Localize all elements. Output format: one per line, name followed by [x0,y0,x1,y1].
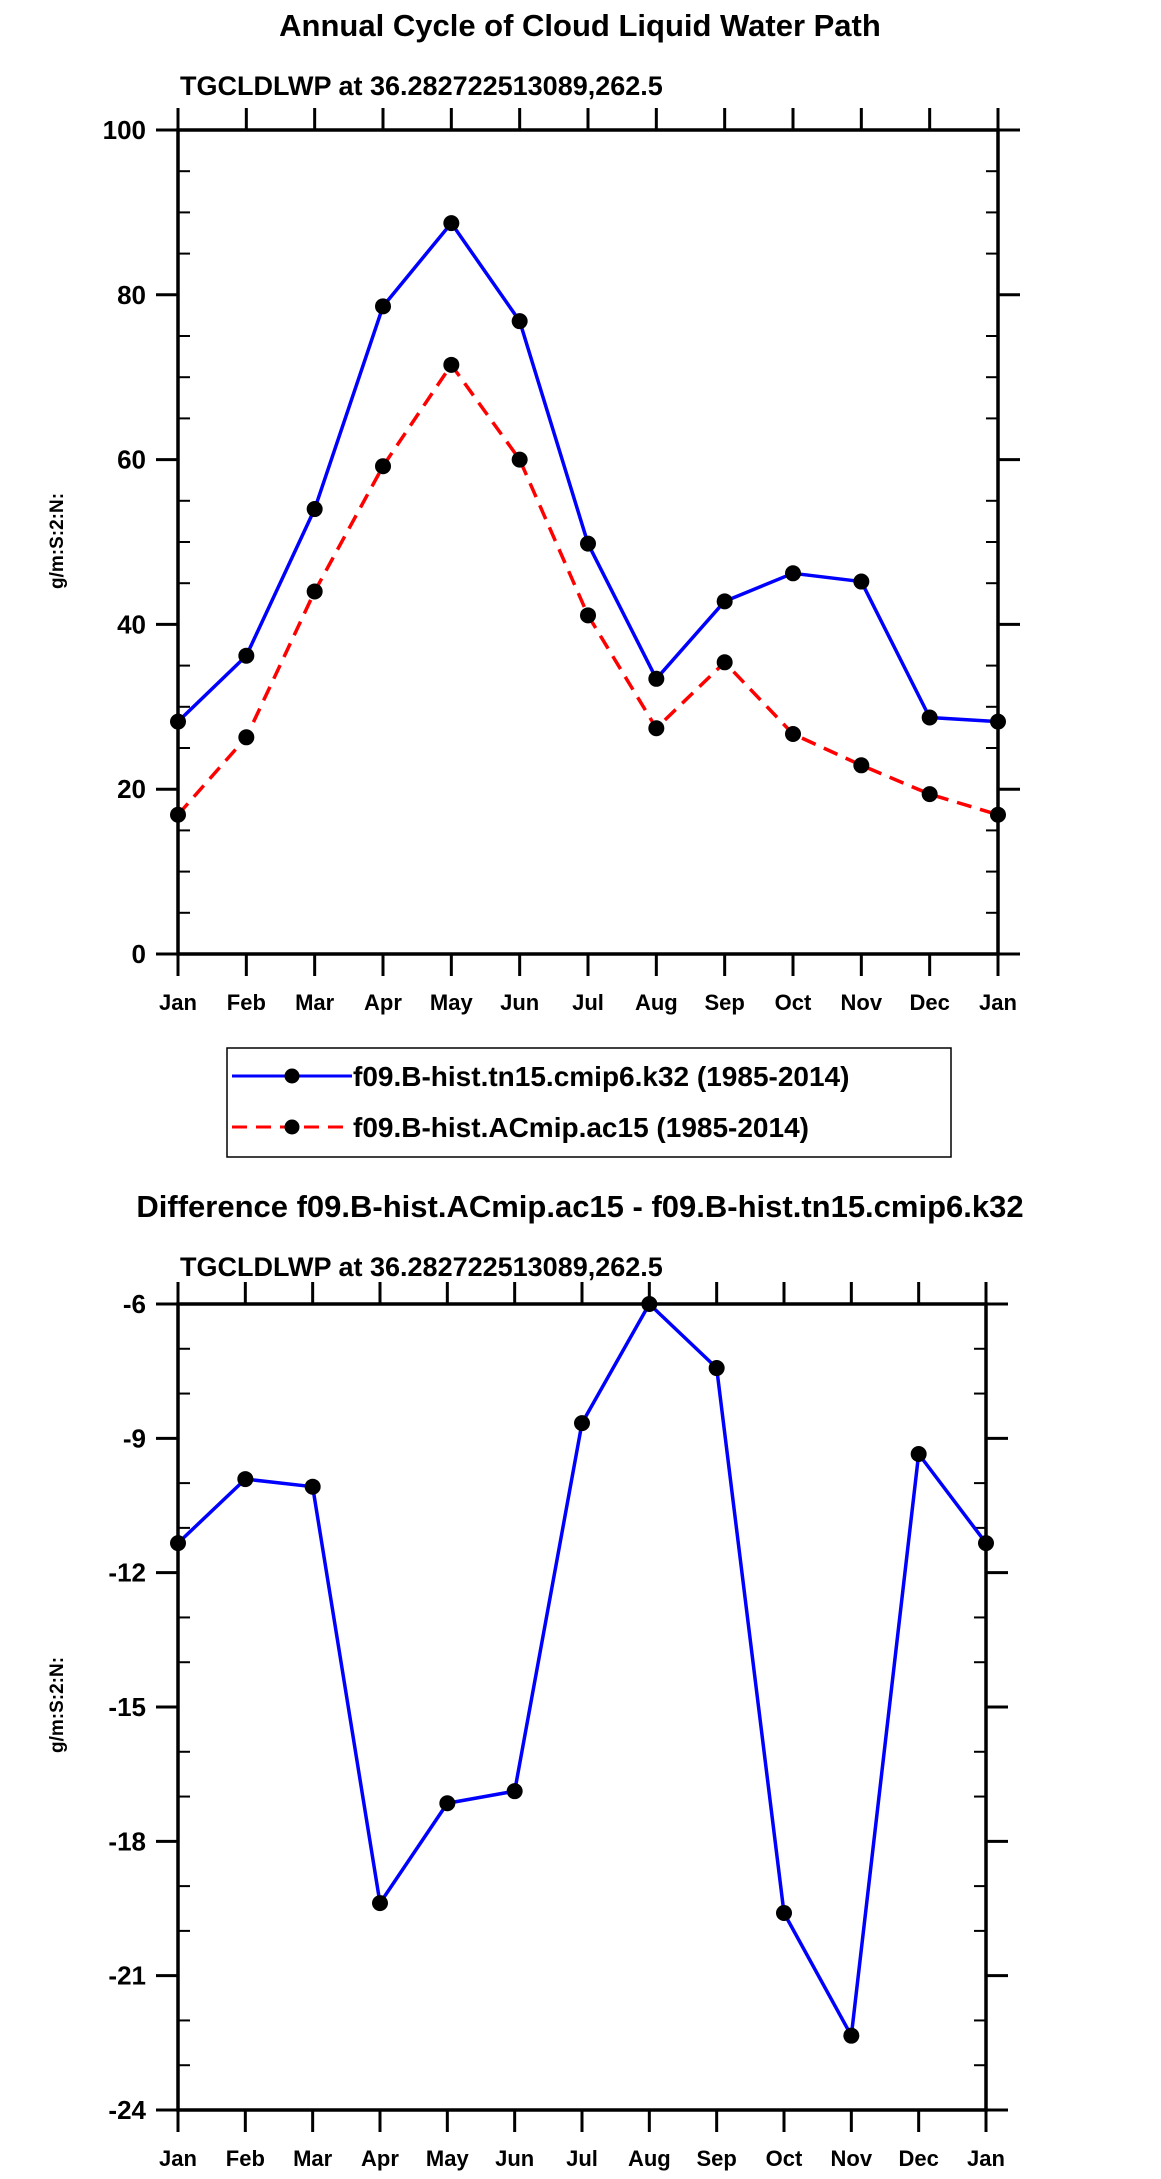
data-point-series-2 [306,583,323,600]
x-tick-label: Oct [766,2146,803,2171]
x-tick-label: Jan [159,2146,197,2171]
x-tick-label: Jul [572,990,604,1015]
y-tick-label: 0 [132,939,146,969]
data-point-series-1 [506,1783,523,1800]
series-line-1 [176,1302,988,2038]
data-point-series-1 [170,1535,186,1552]
x-tick-label: Jun [495,2146,534,2171]
x-tick-label: Feb [227,990,266,1015]
data-point-series-1 [372,1895,388,1912]
series-line-1 [176,221,999,724]
x-tick-label: Nov [831,2146,873,2171]
y-axis-label-2: g/m:S:2:N: [47,1657,68,1753]
x-tick-label: Sep [704,990,744,1015]
plot-frame [176,1302,988,2112]
x-tick-label: Jan [159,990,197,1015]
legend-box [226,1047,952,1158]
data-point-series-2 [921,786,938,803]
data-point-series-2 [170,806,186,823]
data-point-series-1 [375,298,391,315]
y-tick-label: -15 [108,1692,146,1722]
data-point-series-2 [785,725,801,742]
x-tick-label: Nov [841,990,883,1015]
y-tick-label: -6 [123,1289,146,1319]
data-point-series-1 [978,1535,994,1552]
x-tick-label: Oct [775,990,812,1015]
y-tick-label: 40 [117,609,146,639]
data-point-series-2 [716,654,733,671]
data-point-series-1 [237,1471,254,1488]
x-tick-label: May [426,2146,470,2171]
x-tick-label: Dec [909,990,949,1015]
data-point-series-2 [511,451,528,468]
x-tick-label: Aug [628,2146,671,2171]
data-point-series-2 [853,757,870,774]
y-tick-label: 20 [117,774,146,804]
data-point-series-2 [648,720,665,737]
plot-annual-cycle: 0 20 40 60 80 100 Jan Feb Mar Apr May Jun Jul Aug Sep O… [103,108,1020,1015]
y-tick-label: -21 [108,1961,146,1991]
y-tick-label: -18 [108,1826,146,1856]
data-point-series-1 [910,1446,927,1463]
y-axis-label-1: g/m:S:2:N: [47,493,68,589]
data-point-series-2 [443,356,460,373]
chart-subtitle-2: TGCLDLWP at 36.282722513089,262.5 [180,1252,663,1282]
x-tick-label: Mar [293,2146,333,2171]
y-tick-label: 80 [117,280,146,310]
x-tick-label: Mar [295,990,335,1015]
data-point-series-2 [238,729,255,746]
chart-title-1: Annual Cycle of Cloud Liquid Water Path [279,8,881,43]
data-point-series-1 [921,709,938,726]
data-point-series-1 [580,535,596,552]
data-point-series-1 [853,573,870,590]
x-tick-label: Feb [226,2146,265,2171]
data-point-series-1 [238,647,255,664]
x-tick-label: Apr [361,2146,399,2171]
y-tick-label: -9 [123,1423,146,1453]
x-tick-label: Apr [364,990,402,1015]
y-tick-label: 100 [103,115,146,145]
data-point-series-1 [708,1360,725,1377]
x-tick-label: Jul [566,2146,598,2171]
chart-subtitle-1: TGCLDLWP at 36.282722513089,262.5 [180,71,663,101]
data-point-series-1 [511,313,528,330]
legend: f09.B-hist.tn15.cmip6.k32 (1985-2014) f0… [226,1047,952,1158]
legend-label-series-2: f09.B-hist.ACmip.ac15 (1985-2014) [353,1112,809,1143]
x-tick-label: Sep [696,2146,736,2171]
data-point-series-1 [306,501,323,518]
x-tick-label: Aug [635,990,678,1015]
data-point-series-1 [776,1904,792,1921]
data-point-series-1 [990,713,1006,730]
x-tick-label: Jun [500,990,539,1015]
y-tick-label: -24 [108,2095,146,2125]
data-point-series-2 [990,806,1006,823]
legend-marker-series-2 [284,1119,300,1135]
chart-title-2: Difference f09.B-hist.ACmip.ac15 - f09.B… [136,1189,1023,1224]
y-tick-label: 60 [117,445,146,475]
data-point-series-1 [304,1478,321,1495]
data-point-series-1 [574,1415,590,1432]
series-line-2 [176,363,999,817]
data-point-series-1 [648,670,665,687]
data-point-series-1 [641,1296,658,1312]
data-point-series-1 [843,2027,860,2044]
plot-frame [176,128,1000,956]
legend-label-series-1: f09.B-hist.tn15.cmip6.k32 (1985-2014) [353,1061,849,1092]
y-tick-label: -12 [108,1558,146,1588]
data-point-series-1 [716,593,733,610]
data-point-series-1 [785,565,801,582]
x-tick-label: Jan [967,2146,1005,2171]
x-tick-label: Jan [979,990,1017,1015]
plot-difference: -24 -21 -18 -15 -12 -9 -6 Jan Feb Mar Apr May Jun Jul… [108,1282,1008,2171]
x-tick-label: May [430,990,474,1015]
legend-marker-series-1 [284,1068,300,1084]
data-point-series-2 [375,458,391,475]
data-point-series-1 [439,1795,456,1812]
data-point-series-1 [170,713,186,730]
x-tick-label: Dec [898,2146,938,2171]
data-point-series-1 [443,215,460,232]
data-point-series-2 [580,607,596,624]
